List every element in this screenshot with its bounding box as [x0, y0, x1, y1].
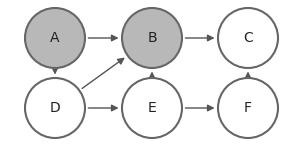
Circle shape [218, 8, 278, 68]
Text: E: E [148, 101, 156, 115]
Text: B: B [147, 31, 157, 45]
Text: F: F [244, 101, 252, 115]
Text: D: D [50, 101, 60, 115]
Circle shape [25, 78, 85, 138]
Circle shape [122, 78, 182, 138]
Text: A: A [50, 31, 60, 45]
Circle shape [218, 78, 278, 138]
Text: C: C [243, 31, 253, 45]
Circle shape [122, 8, 182, 68]
Circle shape [25, 8, 85, 68]
